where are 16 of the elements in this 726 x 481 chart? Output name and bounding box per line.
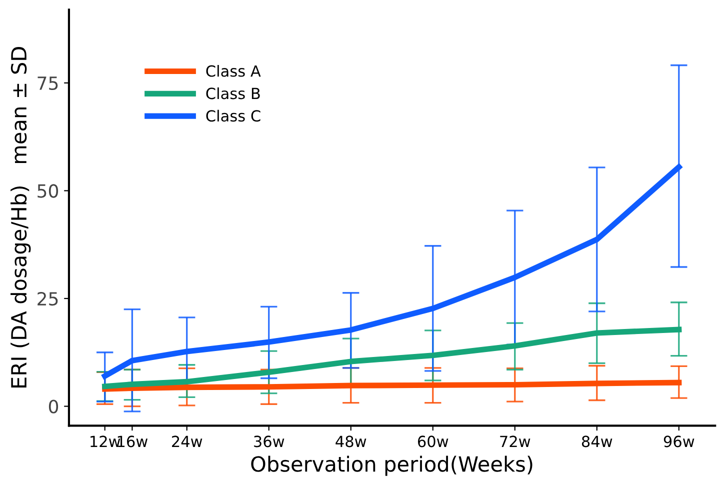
y-tick-label: 75 — [38, 76, 58, 90]
legend-label: Class A — [206, 64, 261, 77]
legend-label: Class C — [206, 110, 260, 122]
y-tick-label: 0 — [48, 400, 58, 414]
x-tick-label: 60w — [418, 436, 448, 448]
x-tick-label: 24w — [172, 436, 202, 448]
y-axis-title: ERI (DA dosage/Hb) mean ± SD — [10, 47, 31, 388]
x-tick-label: 36w — [254, 436, 284, 448]
x-tick-label: 96w — [664, 436, 694, 448]
x-tick-label: 48w — [336, 436, 366, 448]
x-axis-title: Observation period(Weeks) — [251, 456, 532, 476]
legend-label: Class B — [206, 87, 260, 100]
y-tick-label: 50 — [38, 184, 58, 198]
x-tick-label: 84w — [582, 436, 612, 448]
x-tick-label: 72w — [500, 436, 530, 448]
y-tick-label: 25 — [38, 292, 58, 306]
